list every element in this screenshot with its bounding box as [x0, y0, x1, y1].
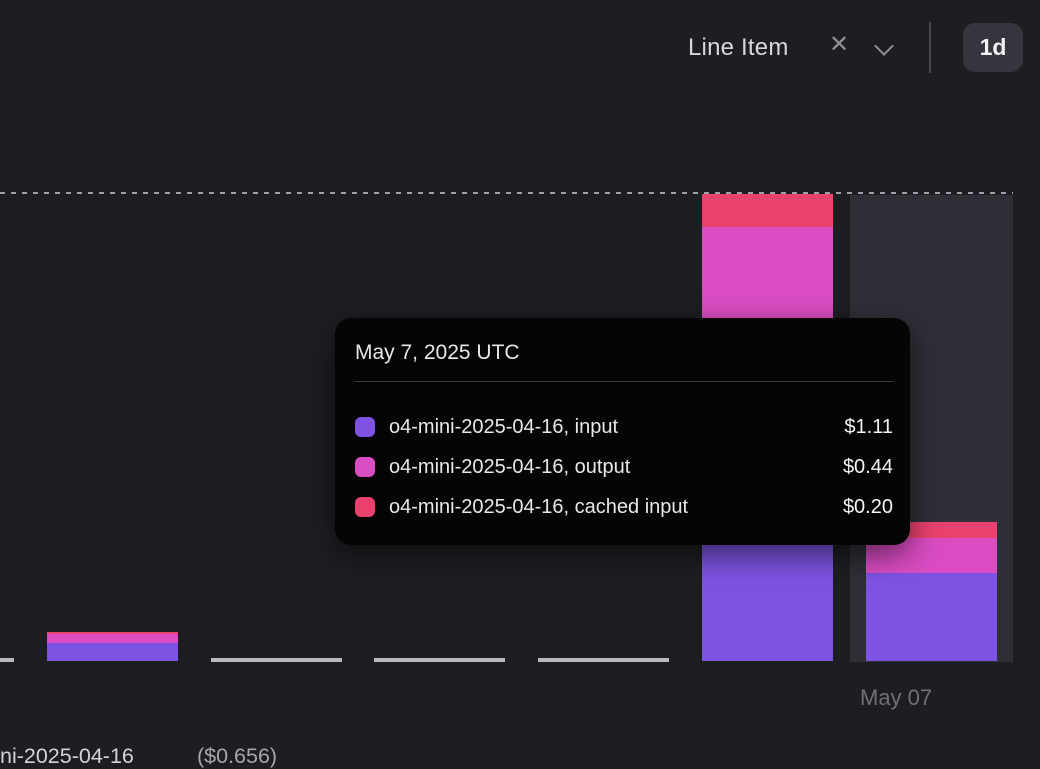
bar-zero-value[interactable]	[374, 658, 505, 662]
tooltip-row-value: $1.11	[844, 415, 893, 438]
tooltip-row-value: $0.44	[842, 455, 893, 478]
legend-item-total: ($0.656)	[197, 744, 278, 768]
tooltip-row-label: o4-mini-2025-04-16, cached input	[389, 495, 689, 518]
tooltip-row-label: o4-mini-2025-04-16, input	[389, 415, 619, 438]
group-by-filter-chip[interactable]: Line Item	[688, 34, 789, 61]
chart-toolbar: Line Item ✕ 1d	[0, 0, 1040, 96]
bar-segment-input[interactable]	[47, 643, 178, 661]
tooltip-rows: o4-mini-2025-04-16, input $1.11 o4-mini-20…	[355, 407, 893, 527]
chart-tooltip: May 7, 2025 UTC o4-mini-2025-04-16, inpu…	[335, 318, 910, 545]
bar-zero-value[interactable]	[538, 658, 669, 662]
bar-zero-value[interactable]	[211, 658, 342, 662]
tooltip-row: o4-mini-2025-04-16, cached input $0.20	[355, 487, 893, 527]
x-axis-tick-may07: May 07	[860, 685, 933, 710]
tooltip-row-label: o4-mini-2025-04-16, output	[389, 455, 631, 478]
clear-filter-icon[interactable]: ✕	[829, 31, 850, 58]
tooltip-row: o4-mini-2025-04-16, input $1.11	[355, 407, 893, 447]
bar-segment-input[interactable]	[866, 573, 997, 661]
usage-limit-dashed-line	[0, 192, 1013, 194]
chevron-down-icon[interactable]	[877, 39, 892, 54]
toolbar-divider	[929, 22, 931, 73]
granularity-1d-button[interactable]: 1d	[963, 23, 1023, 72]
tooltip-row-value: $0.20	[842, 495, 893, 518]
legend-item[interactable]: ni-2025-04-16 ($0.656)	[0, 744, 277, 769]
tooltip-row: o4-mini-2025-04-16, output $0.44	[355, 447, 893, 487]
series-color-swatch-icon	[355, 417, 375, 437]
bar-segment-cached-input[interactable]	[47, 632, 178, 634]
series-color-swatch-icon	[355, 497, 375, 517]
series-color-swatch-icon	[355, 457, 375, 477]
tooltip-date-title: May 7, 2025 UTC	[355, 341, 520, 364]
bar-segment-cached-input[interactable]	[702, 194, 833, 227]
legend-item-name: ni-2025-04-16	[0, 744, 134, 768]
bar-zero-value[interactable]	[0, 658, 14, 662]
bar-segment-output[interactable]	[47, 634, 178, 643]
tooltip-divider	[355, 381, 893, 382]
